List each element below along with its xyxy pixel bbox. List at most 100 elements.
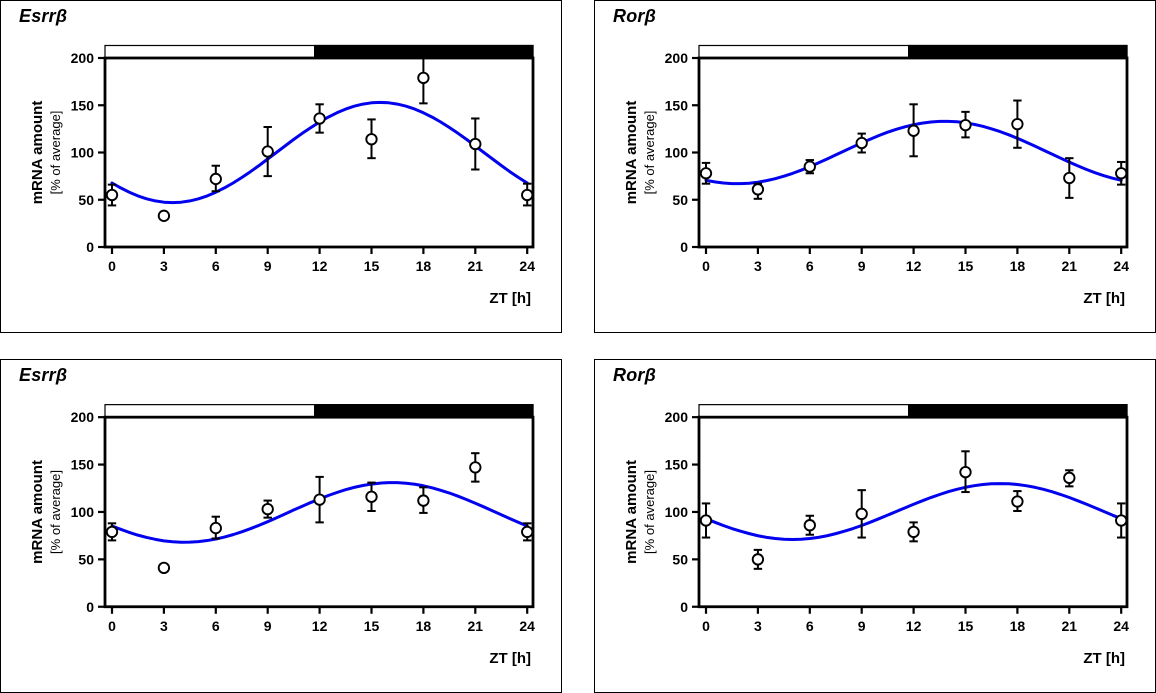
y-tick-label: 0 — [680, 239, 688, 255]
x-tick-label: 3 — [754, 258, 762, 274]
panel-rorb-bottom: 0 50 100 150 200 0 3 6 9 12 15 18 21 24 ZT [h] mRNA amo… — [594, 359, 1156, 693]
x-tick-label: 18 — [416, 258, 432, 274]
y-tick-label: 50 — [672, 192, 688, 208]
y-tick-label: 100 — [665, 145, 689, 161]
data-point-marker — [105, 188, 119, 202]
x-tick-label: 24 — [1113, 618, 1129, 634]
x-tick-label: 18 — [1010, 258, 1026, 274]
y-tick-label: 50 — [78, 192, 94, 208]
data-point-marker — [521, 188, 534, 202]
fit-curve — [704, 482, 1123, 541]
x-tick-label: 6 — [806, 618, 814, 634]
data-point-marker — [209, 521, 222, 535]
data-point-marker — [1063, 171, 1076, 185]
data-point-marker — [855, 136, 868, 150]
y-tick-label: 150 — [71, 97, 95, 113]
data-point-marker — [261, 502, 274, 516]
y-axis-subtitle: [% of average] — [642, 470, 657, 554]
x-tick-label: 12 — [906, 618, 922, 634]
x-tick-label: 18 — [1010, 618, 1026, 634]
x-tick-label: 24 — [519, 258, 535, 274]
data-point-marker — [157, 209, 171, 222]
data-point-marker — [209, 172, 222, 186]
data-point-marker — [1011, 118, 1024, 131]
data-point-marker — [313, 493, 326, 506]
x-tick-label: 12 — [312, 258, 328, 274]
panel-title: Esrrβ — [19, 365, 68, 385]
x-tick-label: 12 — [312, 618, 328, 634]
data-point-marker — [699, 167, 713, 180]
x-tick-label: 3 — [754, 618, 762, 634]
data-point-marker — [907, 525, 920, 539]
data-point-marker — [365, 133, 378, 146]
y-tick-label: 150 — [665, 457, 689, 473]
data-point-marker — [751, 183, 765, 196]
y-tick-label: 50 — [672, 551, 688, 567]
y-tick-label: 200 — [71, 409, 95, 425]
y-axis-subtitle: [% of average] — [48, 111, 63, 195]
plot-rorb-bottom: 0 50 100 150 200 0 3 6 9 12 15 18 21 24 ZT [h] mRNA amo… — [623, 404, 1129, 667]
plot-frame — [697, 415, 1129, 609]
x-tick-label: 21 — [468, 258, 484, 274]
night-bar-segment — [908, 44, 1128, 59]
panel-title: Esrrβ — [19, 6, 68, 26]
plot-esrrb-bottom: 0 50 100 150 200 0 3 6 9 12 15 18 21 24 ZT [h] mRNA amo… — [29, 404, 535, 667]
x-axis-unit-label: ZT [h] — [489, 650, 531, 667]
y-tick-label: 100 — [71, 504, 95, 520]
x-tick-label: 3 — [160, 258, 168, 274]
y-tick-label: 200 — [665, 409, 689, 425]
data-point-marker — [1115, 167, 1128, 180]
x-axis-unit-label: ZT [h] — [1083, 290, 1125, 307]
data-point-marker — [313, 112, 326, 125]
plot-esrrb-top: 0 50 100 150 200 0 3 6 9 12 15 18 21 24 ZT [h] mRNA amo… — [29, 44, 535, 307]
y-tick-label: 0 — [86, 599, 94, 615]
x-tick-label: 18 — [416, 618, 432, 634]
y-axis-title: mRNA amount — [29, 101, 46, 205]
data-point-marker — [521, 525, 534, 539]
y-axis-title: mRNA amount — [29, 460, 46, 564]
x-tick-label: 15 — [958, 258, 974, 274]
data-point-marker — [1063, 471, 1076, 485]
panel-title: Rorβ — [613, 6, 656, 26]
y-tick-label: 0 — [680, 599, 688, 615]
x-tick-label: 24 — [519, 618, 535, 634]
panel-title: Rorβ — [613, 365, 656, 385]
y-tick-label: 200 — [71, 50, 95, 66]
data-point-marker — [1115, 514, 1128, 527]
night-bar-segment — [908, 404, 1128, 418]
y-axis-title: mRNA amount — [623, 460, 640, 564]
x-tick-label: 9 — [858, 618, 866, 634]
data-point-marker — [751, 553, 765, 566]
night-bar-segment — [314, 44, 534, 59]
panel-esrrb-top: 0 50 100 150 200 0 3 6 9 12 15 18 21 24 ZT [h] mRNA amo… — [0, 0, 562, 333]
x-tick-label: 6 — [212, 618, 220, 634]
data-point-marker — [417, 71, 430, 84]
x-tick-label: 0 — [108, 618, 116, 634]
y-tick-label: 100 — [71, 145, 95, 161]
x-tick-label: 21 — [468, 618, 484, 634]
x-tick-label: 21 — [1062, 258, 1078, 274]
data-point-marker — [469, 137, 482, 151]
night-bar-segment — [314, 404, 534, 418]
data-point-marker — [907, 124, 920, 137]
y-tick-label: 100 — [665, 504, 689, 520]
x-tick-label: 9 — [858, 258, 866, 274]
x-axis-unit-label: ZT [h] — [1083, 650, 1125, 667]
y-tick-label: 150 — [71, 457, 95, 473]
x-tick-label: 12 — [906, 258, 922, 274]
data-point-marker — [959, 118, 972, 132]
y-tick-label: 0 — [86, 239, 94, 255]
x-tick-label: 9 — [264, 258, 272, 274]
x-tick-label: 6 — [806, 258, 814, 274]
x-tick-label: 6 — [212, 258, 220, 274]
x-tick-label: 24 — [1113, 258, 1129, 274]
x-axis-unit-label: ZT [h] — [489, 290, 531, 307]
data-point-marker — [105, 525, 119, 539]
x-tick-label: 9 — [264, 618, 272, 634]
x-tick-label: 0 — [702, 618, 710, 634]
data-point-marker — [417, 494, 430, 507]
plot-rorb-top: 0 50 100 150 200 0 3 6 9 12 15 18 21 24 ZT [h] mRNA amo… — [623, 44, 1129, 307]
x-tick-label: 15 — [958, 618, 974, 634]
data-point-marker — [1011, 495, 1024, 508]
